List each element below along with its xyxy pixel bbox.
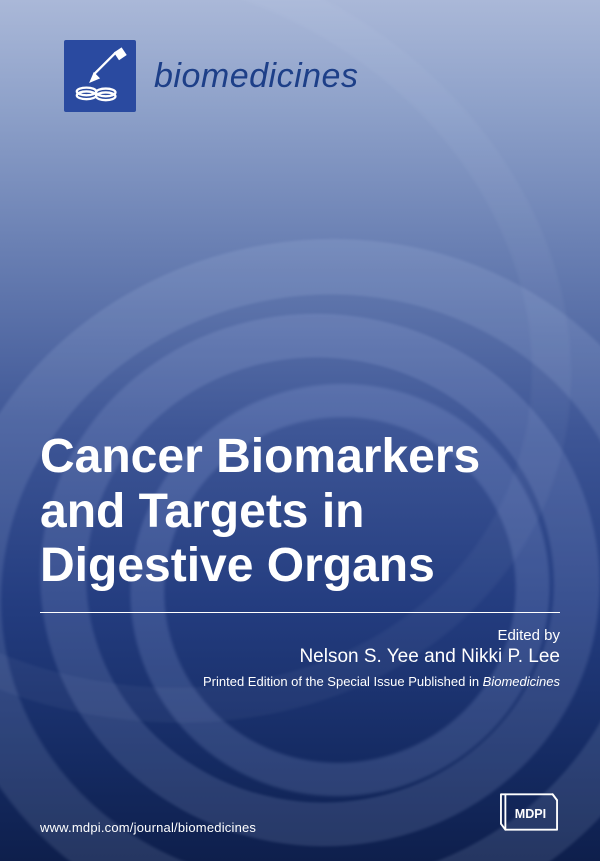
brand-logo-icon bbox=[64, 40, 136, 112]
title-block: Cancer Biomarkers and Targets in Digesti… bbox=[40, 430, 560, 689]
brand-block: biomedicines bbox=[64, 40, 358, 112]
divider-rule bbox=[40, 612, 560, 613]
footer: www.mdpi.com/journal/biomedicines MDPI bbox=[40, 789, 560, 835]
brand-name: biomedicines bbox=[154, 57, 358, 96]
subtitle: Printed Edition of the Special Issue Pub… bbox=[40, 674, 560, 689]
edited-by-label: Edited by bbox=[40, 627, 560, 644]
title-line-2: and Targets in bbox=[40, 485, 560, 540]
journal-url: www.mdpi.com/journal/biomedicines bbox=[40, 820, 256, 835]
cover-title: Cancer Biomarkers and Targets in Digesti… bbox=[40, 430, 560, 594]
subtitle-prefix: Printed Edition of the Special Issue Pub… bbox=[203, 674, 483, 689]
title-line-3: Digestive Organs bbox=[40, 539, 560, 594]
book-cover: biomedicines Cancer Biomarkers and Targe… bbox=[0, 0, 600, 861]
editors: Nelson S. Yee and Nikki P. Lee bbox=[40, 646, 560, 668]
publisher-logo-icon: MDPI bbox=[498, 789, 560, 835]
publisher-name: MDPI bbox=[515, 807, 546, 821]
subtitle-journal: Biomedicines bbox=[483, 674, 560, 689]
meta-block: Edited by Nelson S. Yee and Nikki P. Lee… bbox=[40, 627, 560, 689]
title-line-1: Cancer Biomarkers bbox=[40, 430, 560, 485]
